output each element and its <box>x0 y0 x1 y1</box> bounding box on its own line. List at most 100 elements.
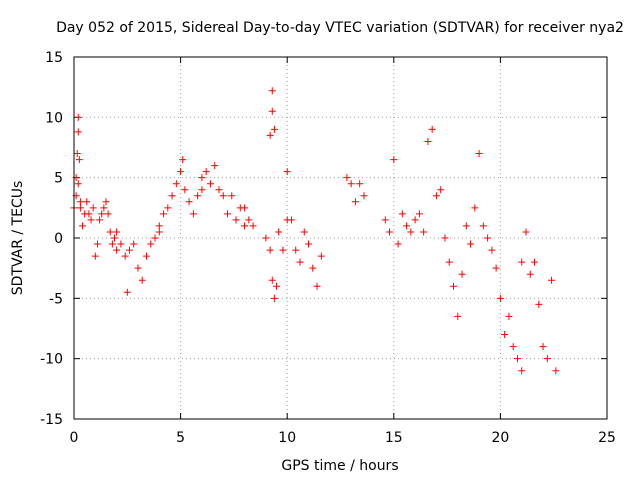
data-point <box>219 192 227 200</box>
data-point <box>177 168 185 176</box>
data-point <box>125 246 133 254</box>
data-point <box>454 312 462 320</box>
data-point <box>313 282 321 290</box>
data-point <box>121 252 129 260</box>
data-point <box>300 228 308 236</box>
data-point <box>390 156 398 164</box>
data-point <box>202 168 210 176</box>
data-point <box>467 240 475 248</box>
data-point <box>407 228 415 236</box>
data-point <box>76 198 84 206</box>
data-point <box>245 216 253 224</box>
series-seg-spike-00 <box>72 113 84 206</box>
series-seg-14-16 <box>381 125 436 248</box>
data-point <box>398 210 406 218</box>
data-point <box>268 107 276 115</box>
data-point <box>76 204 84 212</box>
data-point <box>108 240 116 248</box>
data-point <box>117 240 125 248</box>
data-point <box>347 180 355 188</box>
data-point <box>206 180 214 188</box>
data-point <box>403 222 411 230</box>
data-point <box>437 186 445 194</box>
data-point <box>172 180 180 188</box>
series-seg-13-14 <box>343 174 368 206</box>
data-point <box>479 222 487 230</box>
data-point <box>394 240 402 248</box>
data-point <box>360 192 368 200</box>
data-point <box>138 276 146 284</box>
data-point <box>100 204 108 212</box>
data-point <box>505 312 513 320</box>
data-point <box>543 355 551 363</box>
data-point <box>445 258 453 266</box>
y-tick-label: 5 <box>54 171 63 187</box>
series-seg-08-10 <box>241 204 291 302</box>
data-point <box>73 150 81 158</box>
data-point <box>548 276 556 284</box>
data-point <box>296 258 304 266</box>
plot-frame <box>73 56 608 420</box>
data-point <box>475 150 483 158</box>
data-point <box>441 234 449 242</box>
data-point <box>381 216 389 224</box>
data-points <box>70 87 560 375</box>
data-point <box>98 210 106 218</box>
data-point <box>343 174 351 182</box>
y-axis-label: SDTVAR / TECUs <box>10 181 26 296</box>
y-tick-label: -15 <box>40 412 63 428</box>
data-point <box>458 270 466 278</box>
data-point <box>142 252 150 260</box>
data-point <box>317 252 325 260</box>
data-point <box>74 113 82 121</box>
data-point <box>526 270 534 278</box>
data-point <box>74 180 82 188</box>
y-tick-label: -10 <box>40 352 63 368</box>
data-point <box>79 222 87 230</box>
data-point <box>134 264 142 272</box>
data-point <box>89 204 97 212</box>
data-point <box>147 240 155 248</box>
series-seg-17-19 <box>432 150 483 320</box>
data-point <box>484 234 492 242</box>
data-point <box>111 234 119 242</box>
data-point <box>275 228 283 236</box>
y-tick-label: 0 <box>54 231 63 247</box>
series-seg-19-21 <box>479 222 526 375</box>
series-seg-04-06 <box>155 156 206 230</box>
x-tick-labels: 0 5 10 15 20 25 <box>70 430 616 446</box>
y-tick-label: 10 <box>45 110 63 126</box>
data-point <box>266 131 274 139</box>
data-point <box>432 192 440 200</box>
data-point <box>249 222 257 230</box>
data-point <box>130 240 138 248</box>
data-point <box>539 343 547 351</box>
data-point <box>279 246 287 254</box>
data-point <box>266 246 274 254</box>
data-point <box>411 216 419 224</box>
data-point <box>75 156 83 164</box>
data-point <box>85 210 93 218</box>
data-point <box>531 258 539 266</box>
data-point <box>509 343 517 351</box>
x-tick-label: 5 <box>176 430 185 446</box>
data-point <box>501 331 509 339</box>
data-point <box>168 192 176 200</box>
x-tick-label: 15 <box>385 430 403 446</box>
data-point <box>518 367 526 375</box>
data-point <box>91 252 99 260</box>
data-point <box>228 192 236 200</box>
data-point <box>194 192 202 200</box>
data-point <box>449 282 457 290</box>
data-point <box>351 198 359 206</box>
data-point <box>488 246 496 254</box>
data-point <box>93 240 101 248</box>
data-point <box>241 222 249 230</box>
y-tick-label: 15 <box>45 50 63 66</box>
data-point <box>522 228 530 236</box>
data-point <box>83 198 91 206</box>
data-point <box>471 204 479 212</box>
data-point <box>518 258 526 266</box>
y-tick-label: -5 <box>49 291 63 307</box>
data-point <box>462 222 470 230</box>
